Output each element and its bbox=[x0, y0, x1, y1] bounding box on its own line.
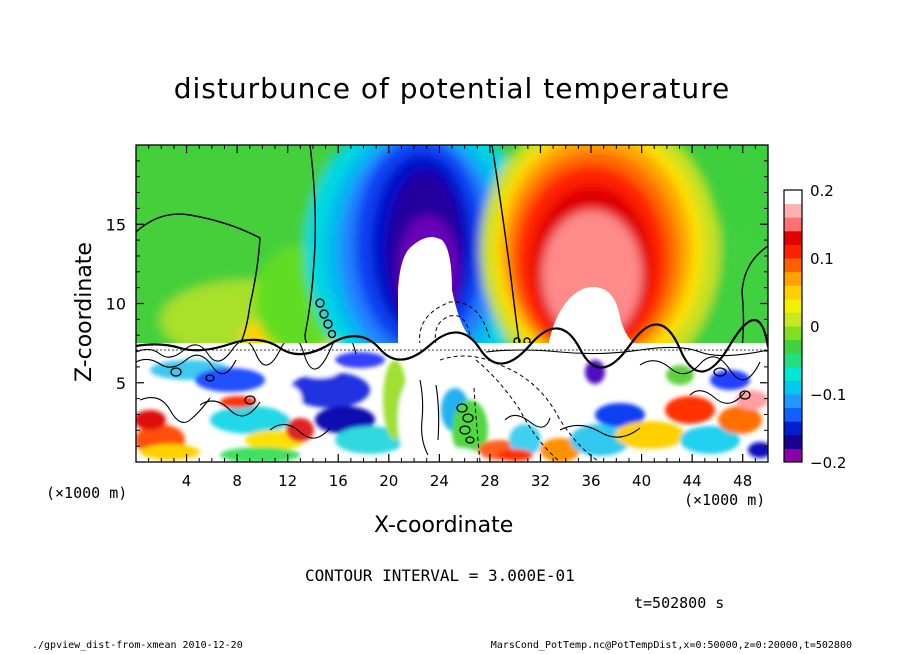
y-tick-label: 15 bbox=[106, 215, 126, 234]
y-unit-label: (×1000 m) bbox=[46, 484, 128, 502]
colorbar-segment bbox=[784, 366, 802, 381]
chart-title: disturbunce of potential temperature bbox=[173, 72, 731, 105]
colorbar-tick-label: 0 bbox=[810, 318, 820, 336]
colorbar-segment bbox=[784, 271, 802, 286]
colorbar-ticks: 0.2 0.1 0 −0.1 −0.2 bbox=[810, 182, 846, 472]
field-upper bbox=[136, 145, 768, 347]
colorbar bbox=[783, 189, 803, 463]
colorbar-segment bbox=[784, 244, 802, 259]
colorbar-tick-label: −0.2 bbox=[810, 454, 846, 472]
contour-interval: CONTOUR INTERVAL = 3.000E-01 bbox=[305, 566, 575, 585]
colorbar-segment bbox=[784, 434, 802, 449]
colorbar-segment bbox=[784, 217, 802, 232]
x-axis-label: X-coordinate bbox=[374, 513, 514, 538]
colorbar-segment bbox=[784, 258, 802, 273]
footer-left: ./gpview_dist-from-xmean 2010-12-20 bbox=[32, 640, 243, 651]
x-tick-label: 36 bbox=[581, 472, 600, 490]
x-tick-label: 40 bbox=[632, 472, 651, 490]
x-axis: 4 8 12 16 20 24 28 32 36 40 44 48 bbox=[148, 145, 756, 490]
colorbar-segment bbox=[784, 230, 802, 245]
x-tick-label: 16 bbox=[329, 472, 348, 490]
colorbar-segment bbox=[784, 298, 802, 313]
y-tick-label: 5 bbox=[116, 374, 126, 393]
inversion-line bbox=[136, 318, 768, 373]
colorbar-segment bbox=[784, 394, 802, 409]
colorbar-frame bbox=[783, 189, 803, 463]
y-axis-label: Z-coordinate bbox=[72, 242, 97, 382]
time-label: t=502800 s bbox=[634, 594, 725, 612]
colorbar-segment bbox=[784, 407, 802, 422]
colorbar-tick-label: 0.1 bbox=[810, 250, 834, 268]
x-tick-label: 48 bbox=[733, 472, 752, 490]
x-tick-label: 4 bbox=[182, 472, 192, 490]
x-tick-label: 32 bbox=[531, 472, 550, 490]
colorbar-segment bbox=[784, 353, 802, 368]
x-unit-label: (×1000 m) bbox=[684, 491, 766, 509]
x-tick-label: 8 bbox=[232, 472, 242, 490]
colorbar-segment bbox=[784, 421, 802, 436]
colorbar-segment bbox=[784, 326, 802, 341]
field-lower bbox=[136, 343, 768, 462]
x-tick-label: 12 bbox=[278, 472, 297, 490]
y-tick-label: 10 bbox=[106, 295, 126, 314]
colorbar-segment bbox=[784, 380, 802, 395]
colorbar-segment bbox=[784, 312, 802, 327]
footer-right: MarsCond_PotTemp.nc@PotTempDist,x=0:5000… bbox=[490, 640, 852, 651]
colorbar-tick-label: 0.2 bbox=[810, 182, 834, 200]
x-tick-label: 44 bbox=[683, 472, 702, 490]
colorbar-segment bbox=[784, 190, 802, 205]
x-tick-label: 28 bbox=[480, 472, 499, 490]
colorbar-tick-label: −0.1 bbox=[810, 386, 846, 404]
colorbar-segment bbox=[784, 448, 802, 463]
y-axis: 5 10 15 bbox=[106, 160, 768, 447]
x-tick-label: 24 bbox=[430, 472, 449, 490]
colorbar-segment bbox=[784, 339, 802, 354]
colorbar-segment bbox=[784, 285, 802, 300]
colorbar-segment bbox=[784, 203, 802, 218]
x-tick-label: 20 bbox=[379, 472, 398, 490]
